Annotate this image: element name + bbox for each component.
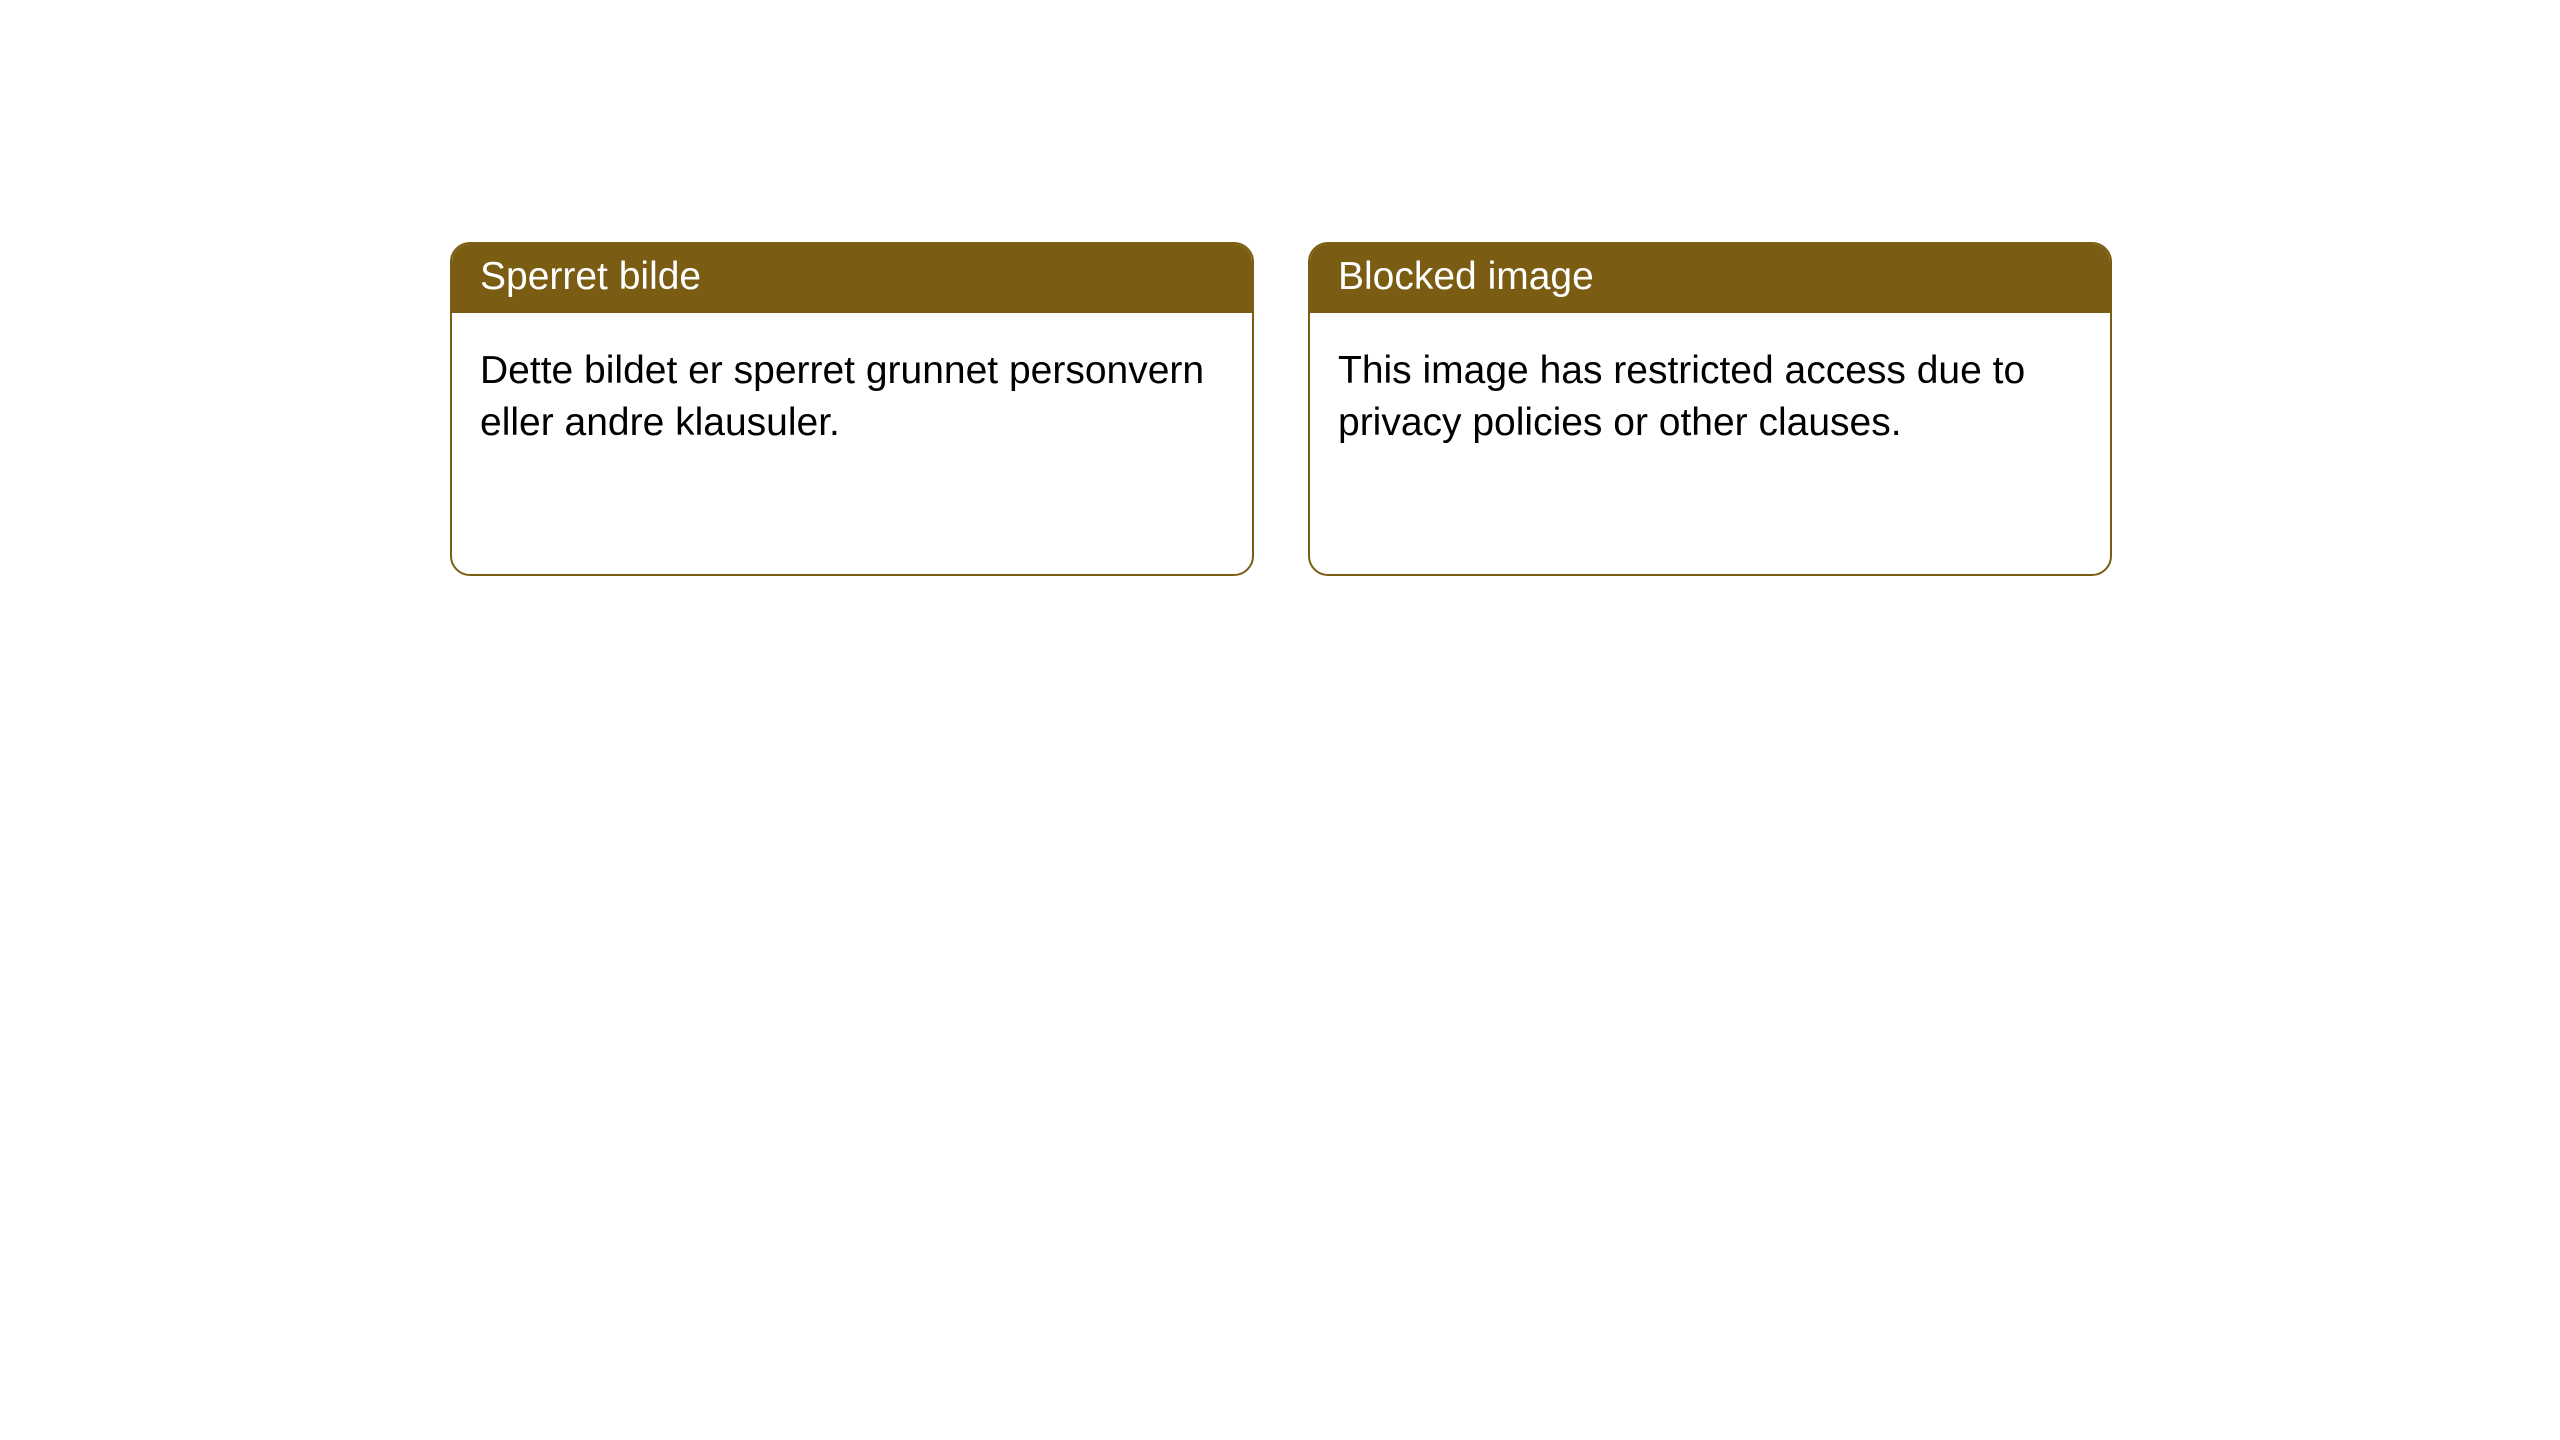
- notice-header-en: Blocked image: [1310, 244, 2110, 313]
- notice-body-no: Dette bildet er sperret grunnet personve…: [452, 313, 1252, 574]
- notice-card-no: Sperret bilde Dette bildet er sperret gr…: [450, 242, 1254, 576]
- notice-container: Sperret bilde Dette bildet er sperret gr…: [0, 0, 2560, 576]
- notice-header-no: Sperret bilde: [452, 244, 1252, 313]
- notice-card-en: Blocked image This image has restricted …: [1308, 242, 2112, 576]
- notice-body-en: This image has restricted access due to …: [1310, 313, 2110, 574]
